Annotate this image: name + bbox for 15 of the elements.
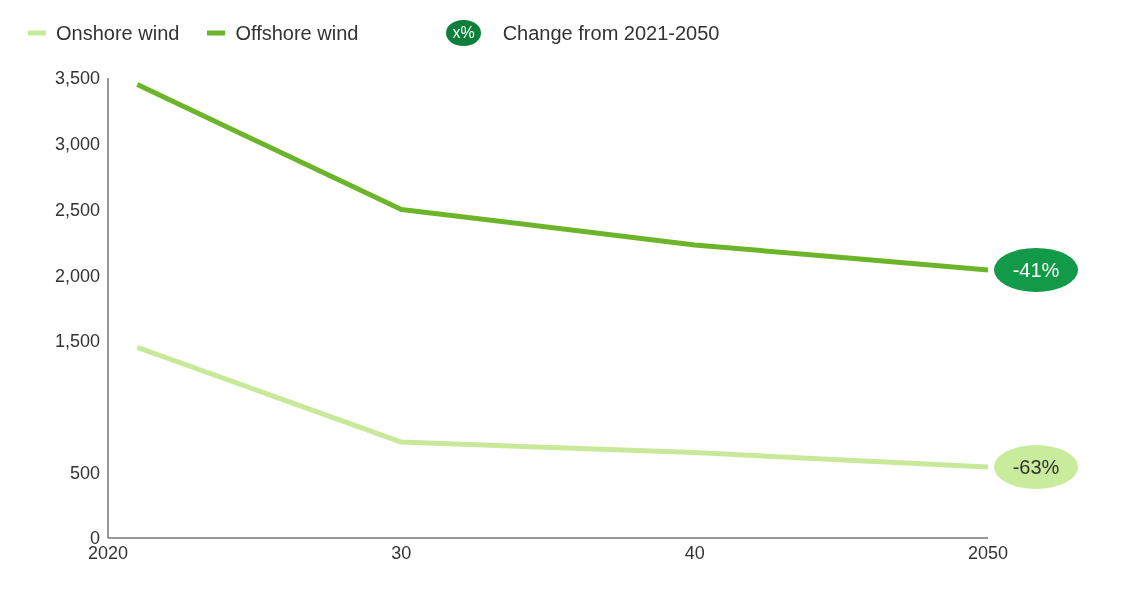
x-tick-label: 30 xyxy=(391,542,412,563)
y-tick-label: 3,500 xyxy=(54,68,100,89)
text: Change from 2021-2050 xyxy=(502,21,720,45)
annotation: -63% xyxy=(1012,456,1060,479)
y-tick-label: 2,500 xyxy=(54,199,100,220)
y-tick-label: 500 xyxy=(69,462,100,483)
y-tick-label: 1,500 xyxy=(54,331,100,352)
text: x% xyxy=(446,20,481,46)
y-tick-label: 2,000 xyxy=(54,265,100,286)
legend-label: Onshore wind xyxy=(55,21,180,45)
annotation: -41% xyxy=(1012,258,1060,281)
legend-label: Offshore wind xyxy=(234,21,359,45)
x-tick-label: 40 xyxy=(684,542,705,563)
x-tick-label: 2050 xyxy=(967,542,1009,563)
y-tick-label: 3,000 xyxy=(54,134,100,155)
